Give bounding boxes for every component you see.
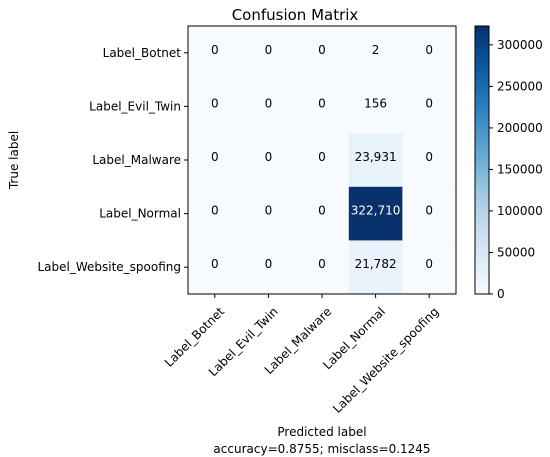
- cell-value-label: 0: [425, 204, 433, 218]
- colorbar-ticks: 0 50000 100000 150000 200000 250000 300000: [489, 38, 543, 301]
- heatmap-cell: [348, 79, 403, 134]
- y-tick-label: Label_Website_spoofing: [37, 260, 181, 274]
- cell-value-label: 0: [211, 257, 219, 271]
- chart-title: Confusion Matrix: [232, 6, 359, 24]
- heatmap-cell: [295, 133, 350, 188]
- heatmap-cell: [402, 186, 457, 241]
- heatmap-cell: [188, 240, 243, 295]
- cell-value-label: 0: [211, 204, 219, 218]
- cell-value-label: 322,710: [351, 204, 401, 218]
- cell-value-label: 0: [318, 150, 326, 164]
- heatmap-cell: [348, 26, 403, 81]
- x-tick-label: Label_Website_spoofing: [330, 304, 441, 415]
- heatmap-cells: [188, 26, 457, 295]
- heatmap-cell-labels: 0 0 0 2 0 0 0 0 156 0 0 0 0 23,931 0 0 0 0 322,710 0 0 0 0 21,7…: [211, 43, 433, 271]
- cell-value-label: 0: [318, 257, 326, 271]
- x-axis: Label_BotnetLabel_Evil_TwinLabel_Malware…: [162, 294, 442, 416]
- accuracy-subtitle: accuracy=0.8755; misclass=0.1245: [213, 442, 430, 456]
- heatmap-cell: [402, 133, 457, 188]
- cell-value-label: 0: [318, 96, 326, 110]
- cell-value-label: 0: [265, 257, 273, 271]
- heatmap-cell: [402, 26, 457, 81]
- cell-value-label: 0: [425, 96, 433, 110]
- heatmap-cell: [295, 240, 350, 295]
- heatmap-cell: [348, 240, 403, 295]
- cell-value-label: 0: [265, 204, 273, 218]
- cell-value-label: 0: [425, 257, 433, 271]
- cell-value-label: 156: [364, 96, 387, 110]
- colorbar-tick-label: 200000: [497, 121, 543, 135]
- heatmap-cell: [241, 186, 296, 241]
- cell-value-label: 0: [318, 43, 326, 57]
- cell-value-label: 23,931: [355, 150, 397, 164]
- cell-value-label: 0: [265, 96, 273, 110]
- colorbar-tick-label: 250000: [497, 79, 543, 93]
- y-tick-label: Label_Normal: [99, 207, 181, 221]
- cell-value-label: 0: [211, 96, 219, 110]
- cell-value-label: 0: [318, 204, 326, 218]
- heatmap-cell: [188, 133, 243, 188]
- heatmap-cell: [402, 240, 457, 295]
- heatmap-cell: [241, 79, 296, 134]
- heatmap-cell: [348, 133, 403, 188]
- y-tick-label: Label_Botnet: [103, 46, 182, 60]
- heatmap-cell: [295, 26, 350, 81]
- y-axis-label: True label: [7, 131, 21, 190]
- cell-value-label: 0: [211, 43, 219, 57]
- heatmap-cell: [402, 79, 457, 134]
- cell-value-label: 2: [372, 43, 380, 57]
- y-tick-label: Label_Evil_Twin: [89, 99, 181, 113]
- heatmap-cell: [241, 26, 296, 81]
- heatmap-cell: [188, 79, 243, 134]
- colorbar-tick-label: 150000: [497, 162, 543, 176]
- heatmap-cell: [241, 240, 296, 295]
- cell-value-label: 0: [211, 150, 219, 164]
- colorbar-tick-label: 100000: [497, 204, 543, 218]
- colorbar-tick-label: 0: [497, 287, 505, 301]
- colorbar: [474, 25, 490, 295]
- heatmap-cell: [241, 133, 296, 188]
- heatmap-cell: [295, 186, 350, 241]
- cell-value-label: 0: [425, 43, 433, 57]
- cell-value-label: 0: [265, 150, 273, 164]
- colorbar-tick-label: 300000: [497, 38, 543, 52]
- heatmap-cell: [188, 186, 243, 241]
- y-axis: Label_Botnet Label_Evil_Twin Label_Malware…: [37, 46, 188, 274]
- cell-value-label: 0: [425, 150, 433, 164]
- heatmap-cell: [348, 186, 403, 241]
- y-tick-label: Label_Malware: [92, 153, 181, 167]
- x-axis-label: Predicted label: [277, 425, 366, 439]
- heatmap-cell: [188, 26, 243, 81]
- cell-value-label: 21,782: [355, 257, 397, 271]
- colorbar-tick-label: 50000: [497, 245, 535, 259]
- heatmap-cell: [295, 79, 350, 134]
- cell-value-label: 0: [265, 43, 273, 57]
